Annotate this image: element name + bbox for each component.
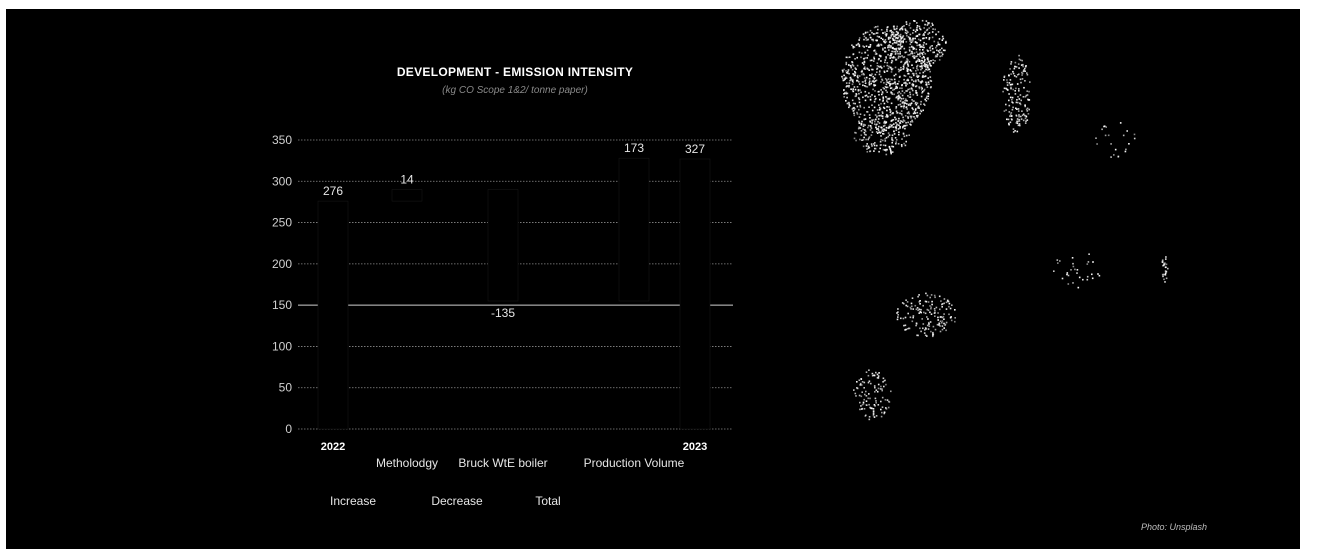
bars [317,157,711,430]
y-tick-label: 200 [272,257,292,271]
slide-frame: DEVELOPMENT - EMISSION INTENSITY (kg CO … [6,9,1300,549]
legend-total: Total [535,494,560,508]
photo-credit: Photo: Unsplash [1141,522,1208,532]
x-label-production-volume: Production Volume [584,456,685,470]
data-label-methodology: 14 [400,173,414,187]
y-tick-label: 350 [272,133,292,147]
bar-bruck-wte-boiler [487,189,519,302]
data-label-2022: 276 [323,184,343,198]
background-photo [841,19,1169,421]
y-tick-label: 300 [272,174,292,188]
x-label-methodology: Metholodgy [376,456,438,470]
bar-production-volume [618,157,650,302]
data-label-2023: 327 [685,142,705,156]
y-tick-label: 150 [272,298,292,312]
data-label-production-volume: 173 [624,141,644,155]
y-tick-label: 50 [279,381,293,395]
x-label-start-year: 2022 [321,441,345,453]
waterfall-chart: DEVELOPMENT - EMISSION INTENSITY (kg CO … [272,65,733,508]
bar-2022 [317,200,349,430]
chart-title: DEVELOPMENT - EMISSION INTENSITY [397,65,633,79]
legend-decrease: Decrease [431,494,483,508]
bar-2023 [679,158,711,430]
chart-subtitle: (kg CO Scope 1&2/ tonne paper) [442,85,588,96]
y-tick-label: 100 [272,339,292,353]
y-tick-label: 250 [272,216,292,230]
legend-increase: Increase [330,494,376,508]
bar-methodology [391,189,423,202]
data-labels: 276 14 -135 173 327 [323,141,705,320]
x-label-end-year: 2023 [683,441,707,453]
x-label-bruck-wte-boiler: Bruck WtE boiler [458,456,547,470]
y-tick-label: 0 [285,422,292,436]
y-axis-ticks: 0 50 100 150 200 250 300 350 [272,133,292,436]
data-label-bruck-wte-boiler: -135 [491,306,515,320]
